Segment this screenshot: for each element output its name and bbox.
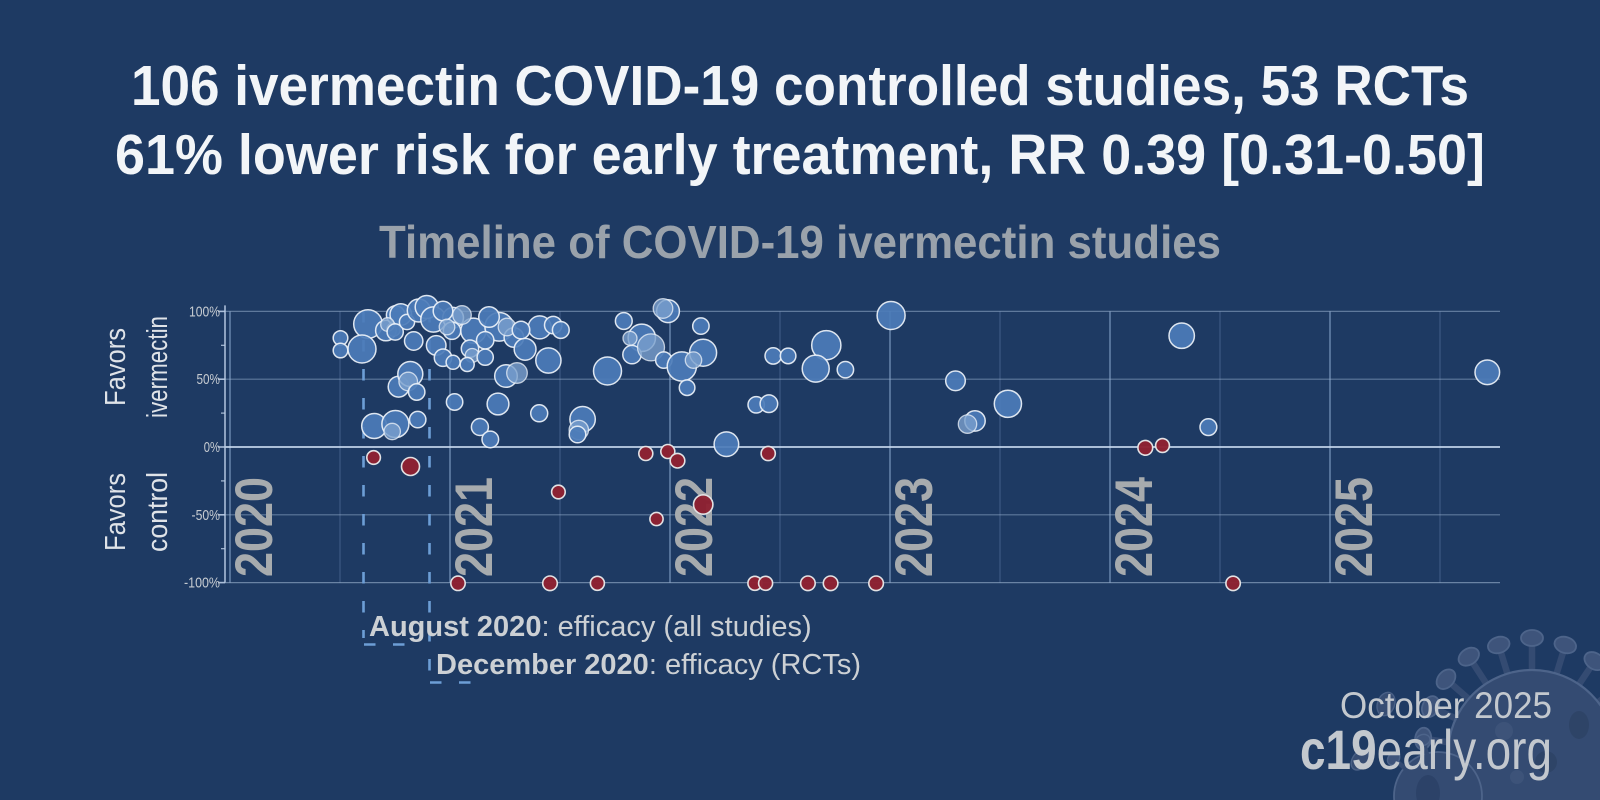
svg-text:Timeline of COVID-19 ivermecti: Timeline of COVID-19 ivermectin studies	[379, 216, 1221, 268]
svg-text:2021: 2021	[445, 477, 504, 577]
svg-text:2023: 2023	[885, 477, 944, 577]
svg-text:c19early.org: c19early.org	[1300, 718, 1552, 781]
svg-text:2020: 2020	[225, 477, 284, 577]
svg-text:0%: 0%	[204, 439, 220, 456]
svg-text:-100%: -100%	[184, 575, 220, 592]
svg-text:August 2020: efficacy (all stu: August 2020: efficacy (all studies)	[369, 611, 812, 643]
svg-text:Favors: Favors	[100, 328, 132, 406]
svg-text:Favors: Favors	[100, 473, 132, 551]
svg-text:October 2025: October 2025	[1340, 685, 1552, 726]
svg-text:ivermectin: ivermectin	[142, 316, 174, 418]
svg-text:control: control	[142, 472, 174, 552]
svg-text:100%: 100%	[189, 303, 220, 320]
svg-text:2025: 2025	[1325, 477, 1384, 577]
svg-text:December 2020: efficacy (RCTs): December 2020: efficacy (RCTs)	[436, 649, 861, 681]
svg-text:2024: 2024	[1105, 477, 1164, 577]
svg-text:61% lower risk for early treat: 61% lower risk for early treatment, RR 0…	[115, 123, 1485, 187]
svg-text:106 ivermectin COVID-19 contro: 106 ivermectin COVID-19 controlled studi…	[131, 54, 1469, 118]
svg-text:-50%: -50%	[192, 507, 221, 524]
svg-text:2022: 2022	[665, 477, 724, 577]
svg-text:50%: 50%	[197, 371, 221, 388]
